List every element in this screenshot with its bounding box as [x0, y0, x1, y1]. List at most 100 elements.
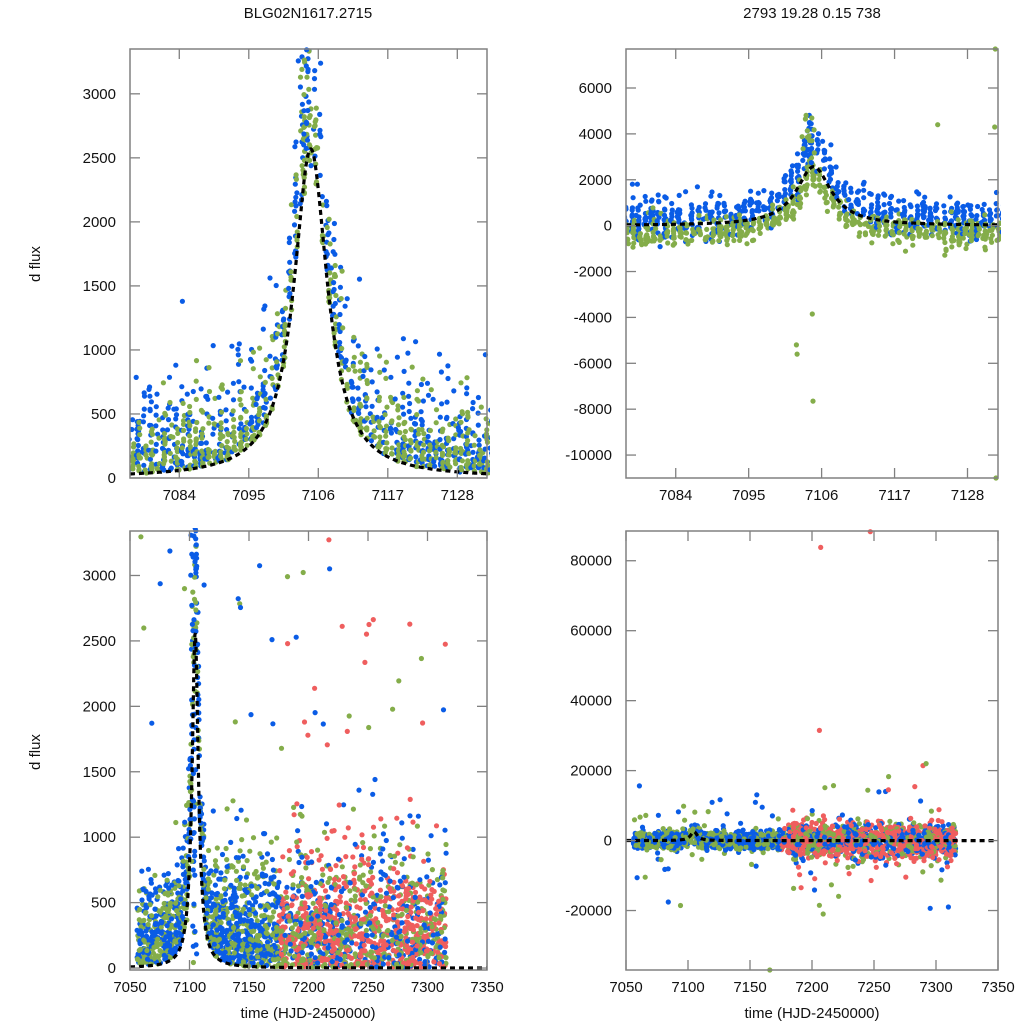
data-point [286, 235, 293, 241]
data-point [794, 164, 801, 170]
data-point [342, 939, 348, 945]
data-point [153, 412, 159, 418]
data-point [427, 900, 433, 906]
data-point [380, 932, 386, 939]
x-tick-label: 7095 [732, 487, 765, 504]
data-point [224, 864, 230, 870]
data-point [335, 856, 342, 862]
data-point [478, 404, 484, 410]
data-point [357, 359, 363, 365]
data-point [799, 134, 805, 140]
data-point [415, 431, 421, 437]
data-point [851, 220, 858, 226]
data-point [165, 417, 172, 423]
data-point [145, 921, 151, 928]
data-point [954, 201, 960, 207]
data-point [248, 414, 255, 420]
outlier-point [810, 398, 816, 404]
data-point [173, 416, 179, 422]
x-tick-label: 7117 [372, 487, 404, 504]
data-point [391, 866, 397, 872]
outlier-point [794, 351, 800, 357]
data-point [173, 819, 179, 826]
data-point [224, 439, 230, 445]
data-point [716, 238, 722, 244]
data-point [439, 442, 445, 448]
data-point [341, 802, 347, 808]
data-point [982, 212, 988, 218]
data-point [419, 453, 425, 459]
data-point [150, 932, 157, 938]
data-point [230, 798, 236, 804]
data-point [744, 241, 750, 247]
data-point [262, 405, 268, 411]
data-point [262, 880, 268, 887]
data-point [437, 944, 443, 950]
data-point [458, 380, 464, 386]
data-point [219, 409, 225, 415]
data-point [154, 953, 160, 959]
data-point [400, 453, 406, 459]
data-point [187, 433, 193, 439]
data-point [296, 859, 302, 866]
data-point [314, 145, 320, 151]
data-point [367, 846, 373, 852]
data-point [367, 920, 373, 926]
data-point [253, 899, 259, 905]
data-point [346, 367, 352, 373]
data-point [304, 137, 311, 143]
data-point [218, 950, 224, 956]
data-point [662, 206, 668, 212]
data-point [241, 384, 247, 390]
data-point [213, 891, 219, 898]
data-point [445, 363, 451, 369]
data-point [352, 841, 358, 847]
data-point [408, 904, 414, 910]
data-point [141, 462, 147, 468]
data-point [401, 420, 407, 427]
plot-frame [625, 48, 999, 479]
data-point [387, 878, 393, 884]
data-point [278, 745, 285, 751]
data-point [1003, 228, 1008, 233]
data-point [238, 402, 244, 408]
data-point [293, 172, 299, 178]
data-point [384, 404, 390, 410]
data-point [344, 385, 350, 391]
data-point [253, 922, 259, 928]
data-point [256, 943, 262, 949]
data-point [430, 396, 436, 402]
data-point [490, 467, 495, 472]
data-point [915, 207, 921, 213]
data-point [388, 419, 394, 425]
data-point [294, 801, 300, 807]
data-point [267, 353, 273, 359]
data-point [282, 305, 289, 311]
data-point [267, 275, 273, 281]
data-point [236, 379, 242, 385]
data-point [378, 938, 384, 944]
data-point [212, 395, 218, 401]
data-point [416, 909, 422, 916]
data-point [399, 820, 405, 826]
data-point [244, 858, 250, 864]
y-tick-label: 6000 [579, 80, 612, 97]
data-point [275, 899, 281, 905]
y-tick-label: -4000 [574, 309, 612, 326]
data-point [208, 894, 214, 901]
data-point [362, 897, 368, 903]
data-point [340, 325, 346, 331]
data-point [228, 839, 234, 846]
data-point [434, 877, 440, 883]
data-point [790, 199, 796, 205]
data-point [848, 185, 854, 191]
data-point [213, 896, 219, 902]
data-point [396, 901, 403, 907]
data-point [717, 231, 723, 237]
data-point [168, 458, 174, 464]
data-point [333, 920, 339, 926]
data-point [223, 407, 229, 413]
data-point [363, 404, 369, 410]
data-point [179, 384, 185, 390]
data-point [295, 848, 301, 854]
